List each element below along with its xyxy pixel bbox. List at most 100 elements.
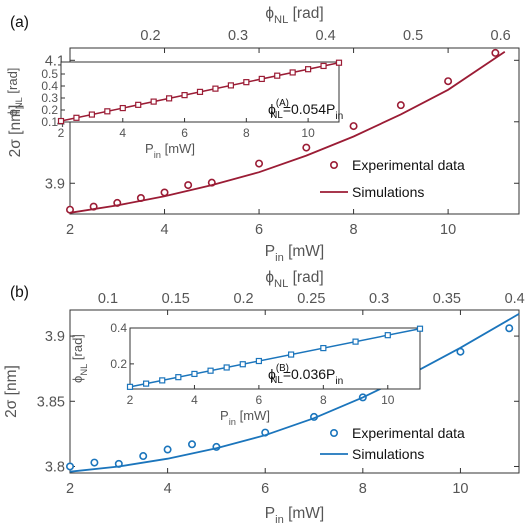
inset-data-point	[384, 332, 391, 339]
inset-y-tick-label: 0.3	[41, 91, 58, 105]
inset-data-point	[320, 62, 327, 70]
y-tick-label: 3.9	[45, 176, 65, 192]
inset-data-point	[320, 344, 327, 352]
inset-data-point	[207, 367, 214, 374]
inset-x-axis-label: Pin [mW]	[220, 408, 270, 427]
top-tick-label: 0.6	[491, 28, 511, 44]
inset-data-point	[416, 325, 424, 332]
inset-y-tick-label: 0.5	[41, 67, 58, 81]
legend-label-experimental: Experimental data	[352, 425, 465, 441]
legend: Experimental data Simulations	[320, 425, 465, 462]
inset-data-point	[135, 101, 142, 108]
inset-data-point	[166, 95, 173, 102]
x-tick-label: 10	[440, 222, 456, 238]
inset-x-tick-label: 8	[320, 393, 327, 407]
x-axis-label: Pin [mW]	[265, 505, 325, 526]
x-tick-label: 6	[261, 481, 269, 497]
top-tick-label: 0.3	[369, 291, 389, 307]
inset-data-point	[352, 338, 359, 345]
series-line-simulations	[69, 50, 506, 214]
y-tick-label: 3.85	[37, 394, 65, 410]
inset-data-point	[274, 72, 281, 79]
inset-x-tick-label: 6	[256, 393, 263, 407]
top-tick-label: 0.3	[228, 28, 248, 44]
legend: Experimental data Simulations	[320, 157, 465, 200]
legend-marker-experimental	[329, 161, 338, 170]
inset-fit-annotation: ϕ(A) NL=0.054Pin	[268, 98, 343, 122]
inset-data-point	[288, 351, 295, 358]
top-tick-label: 0.15	[162, 291, 190, 307]
top-tick-label: 0.2	[140, 28, 160, 44]
top-tick-label: 0.35	[433, 291, 461, 307]
inset-data-point	[258, 75, 265, 83]
inset-data-point	[150, 98, 157, 105]
inset-y-tick-label: 0.4	[110, 321, 127, 335]
panel-b: (b) 2 4 6 8 10 3.8 3.85 3.9 0.1 0.15 0.2 0.25 0.3 0.35…	[3, 269, 525, 526]
top-axis-label: ϕNL [rad]	[265, 5, 323, 26]
x-axis-label: Pin [mW]	[265, 243, 325, 264]
data-point	[160, 188, 169, 197]
inset-x-tick-label: 10	[381, 393, 395, 407]
legend-label-experimental: Experimental data	[352, 157, 465, 173]
inset: 2 4 6 8 10 0.10.20.30.40.5 Pin [mW] ϕNL [rad] ϕ(…	[5, 59, 343, 160]
top-tick-label: 0.1	[98, 291, 118, 307]
inset-data-point	[119, 104, 126, 112]
data-point	[90, 458, 99, 467]
inset-x-tick-label: 2	[58, 126, 65, 140]
inset-y-tick-label: 0.2	[110, 357, 127, 371]
inset-fit-annotation: ϕ(B) NL=0.036Pin	[268, 363, 343, 387]
data-point	[396, 101, 405, 110]
data-point	[163, 445, 172, 454]
inset-data-point	[255, 357, 262, 365]
inset-data-point	[212, 85, 219, 92]
inset-x-tick-label: 8	[243, 126, 250, 140]
data-point	[349, 122, 358, 131]
x-tick-label: 4	[164, 481, 172, 497]
top-tick-label: 0.2	[233, 291, 253, 307]
panel-label: (b)	[10, 284, 29, 301]
inset-x-tick-label: 6	[181, 126, 188, 140]
data-point	[184, 181, 193, 190]
inset-y-tick-label: 0.1	[41, 115, 58, 129]
inset-y-axis-label: ϕNL [rad]	[70, 334, 89, 383]
data-point	[66, 462, 75, 471]
inset-x-tick-label: 4	[191, 393, 198, 407]
top-tick-label: 0.4	[315, 28, 335, 44]
inset-x-tick-label: 2	[127, 393, 134, 407]
legend-label-simulations: Simulations	[352, 184, 424, 200]
top-tick-label: 0.25	[297, 291, 325, 307]
y-tick-label: 4.1	[45, 53, 65, 69]
x-tick-label: 10	[452, 481, 468, 497]
x-tick-label: 4	[160, 222, 168, 238]
inset-data-point	[335, 59, 343, 66]
series-line-simulations	[69, 313, 520, 473]
x-tick-label: 2	[66, 222, 74, 238]
inset-y-tick-label: 0.4	[41, 79, 58, 93]
x-tick-label: 2	[66, 481, 74, 497]
inset-data-point	[126, 383, 134, 390]
inset-data-point	[73, 114, 80, 121]
inset-data-point	[104, 108, 111, 115]
inset-x-tick-label: 4	[119, 126, 126, 140]
data-point	[139, 452, 148, 461]
y-tick-label: 3.8	[45, 459, 65, 475]
inset-data-point	[181, 92, 188, 99]
legend-marker-experimental	[329, 428, 338, 437]
x-tick-label: 6	[255, 222, 263, 238]
x-tick-label: 8	[350, 222, 358, 238]
inset-data-point	[305, 66, 312, 73]
inset-data-point	[159, 377, 166, 384]
top-tick-label: 0.5	[403, 28, 423, 44]
y-tick-label: 3.9	[45, 329, 65, 345]
inset-data-point	[289, 69, 296, 76]
inset-data-point	[175, 374, 182, 381]
inset-data-point	[223, 364, 230, 371]
legend-label-simulations: Simulations	[352, 446, 424, 462]
y-axis-label: 2σ [nm]	[3, 365, 20, 418]
data-point	[66, 205, 75, 214]
inset-x-tick-label: 10	[301, 126, 315, 140]
inset: 2 4 6 8 10 0.2 0.4 Pin [mW] ϕNL [rad] ϕ(B) NL=0.03…	[70, 321, 424, 427]
inset-data-point	[239, 361, 246, 368]
